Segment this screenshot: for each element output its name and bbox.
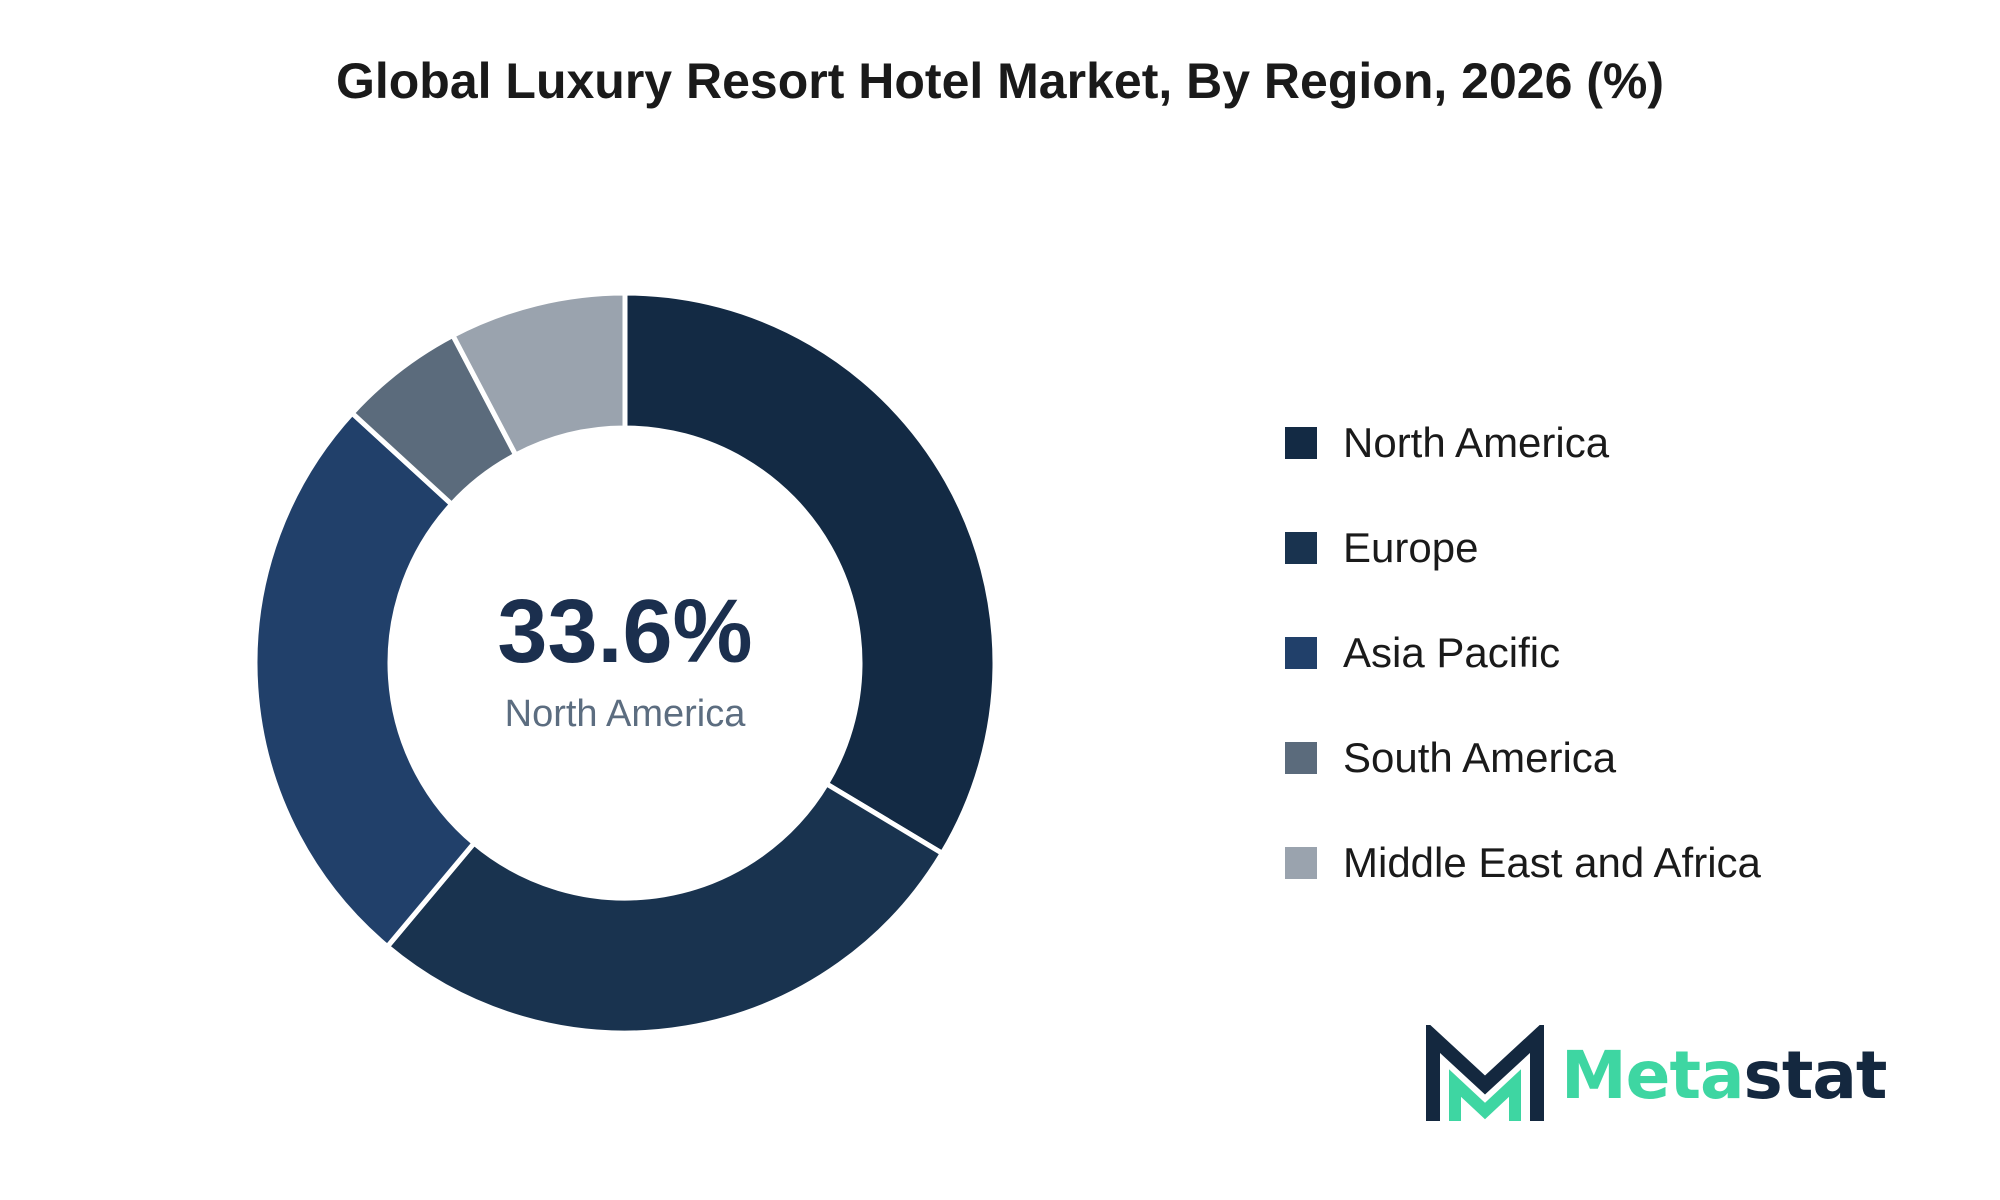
- legend-swatch: [1285, 636, 1317, 669]
- logo-text-meta: Meta: [1561, 1036, 1745, 1114]
- chart-legend: North America Europe Asia Pacific South Ame…: [1285, 390, 1761, 915]
- legend-swatch: [1285, 846, 1317, 879]
- legend-swatch: [1285, 531, 1317, 564]
- center-value: 33.6%: [497, 582, 752, 682]
- legend-item: Middle East and Africa: [1285, 810, 1761, 915]
- slice-north-america: [622, 290, 998, 857]
- legend-item: Europe: [1285, 495, 1761, 600]
- legend-item: Asia Pacific: [1285, 600, 1761, 705]
- legend-label: Europe: [1343, 523, 1479, 571]
- logo-text-stat: stat: [1743, 1036, 1888, 1114]
- legend-label: South America: [1343, 733, 1617, 781]
- metastat-logo: Metastat: [1425, 1025, 1888, 1125]
- slice-asia-pacific: [252, 409, 478, 951]
- legend-swatch: [1285, 741, 1317, 774]
- legend-label: Asia Pacific: [1343, 628, 1561, 676]
- legend-swatch: [1285, 426, 1317, 459]
- legend-item: North America: [1285, 390, 1761, 495]
- center-label: North America: [505, 693, 747, 735]
- legend-label: North America: [1343, 418, 1610, 466]
- donut-slices: [252, 290, 998, 1036]
- chart-title: Global Luxury Resort Hotel Market, By Re…: [335, 53, 1665, 109]
- logo-text: Metastat: [1561, 1036, 1888, 1114]
- slice-middle-east-and-africa: [449, 290, 628, 459]
- legend-label: Middle East and Africa: [1343, 838, 1761, 886]
- legend-item: South America: [1285, 705, 1761, 810]
- slice-europe: [383, 780, 946, 1036]
- metastat-logo-icon: [1426, 1025, 1544, 1121]
